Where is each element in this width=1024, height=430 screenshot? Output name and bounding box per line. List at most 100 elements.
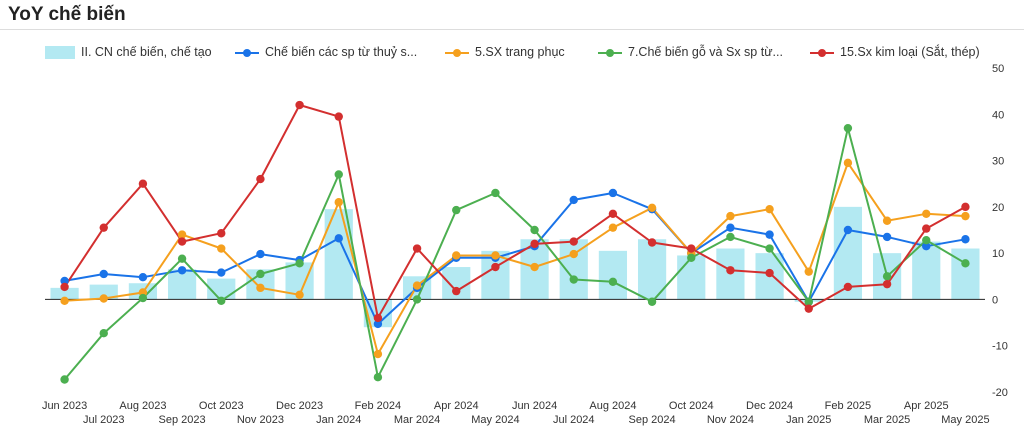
point-metal-6[interactable] <box>295 100 304 110</box>
point-seafood-23[interactable] <box>961 235 970 244</box>
bar-23[interactable] <box>951 248 980 300</box>
point-garment-17[interactable] <box>726 211 735 221</box>
point-seafood-0[interactable] <box>60 276 69 286</box>
bar-14[interactable] <box>598 250 628 300</box>
point-wood-23[interactable] <box>961 259 970 268</box>
point-garment-23[interactable] <box>961 211 970 221</box>
point-garment-0[interactable] <box>60 296 69 306</box>
point-garment-3[interactable] <box>177 230 187 239</box>
point-seafood-22[interactable] <box>922 242 931 251</box>
point-garment-1[interactable] <box>99 294 108 303</box>
point-metal-17[interactable] <box>726 266 735 275</box>
point-metal-22[interactable] <box>922 224 931 233</box>
point-metal-16[interactable] <box>687 244 696 253</box>
point-metal-4[interactable] <box>217 229 226 238</box>
point-seafood-7[interactable] <box>334 234 343 243</box>
point-metal-23[interactable] <box>961 202 970 212</box>
point-wood-6[interactable] <box>295 259 304 268</box>
point-metal-11[interactable] <box>491 262 500 272</box>
point-metal-7[interactable] <box>334 112 343 121</box>
x-tick-label: Oct 2024 <box>669 400 714 412</box>
point-seafood-18[interactable] <box>765 230 774 239</box>
point-seafood-14[interactable] <box>608 188 618 198</box>
point-wood-10[interactable] <box>452 205 461 215</box>
point-metal-8[interactable] <box>373 313 383 323</box>
bar-22[interactable] <box>912 241 941 300</box>
point-garment-13[interactable] <box>569 249 578 259</box>
bar-16[interactable] <box>677 255 706 300</box>
point-metal-15[interactable] <box>647 238 657 247</box>
point-wood-20[interactable] <box>843 123 853 133</box>
point-metal-14[interactable] <box>608 209 618 218</box>
point-metal-5[interactable] <box>256 174 265 184</box>
x-tick-label: Apr 2024 <box>434 400 479 412</box>
point-garment-21[interactable] <box>882 216 892 225</box>
point-wood-16[interactable] <box>687 253 696 262</box>
point-metal-0[interactable] <box>60 282 69 292</box>
point-metal-20[interactable] <box>843 282 853 292</box>
point-seafood-4[interactable] <box>217 268 226 277</box>
point-garment-14[interactable] <box>608 223 618 232</box>
point-metal-10[interactable] <box>452 286 461 296</box>
point-wood-22[interactable] <box>922 235 931 245</box>
point-garment-18[interactable] <box>765 204 774 214</box>
point-metal-18[interactable] <box>765 268 774 278</box>
point-seafood-20[interactable] <box>843 225 853 235</box>
point-seafood-5[interactable] <box>256 249 265 259</box>
point-garment-10[interactable] <box>452 251 461 260</box>
bar-13[interactable] <box>559 239 588 300</box>
point-garment-5[interactable] <box>256 283 265 293</box>
point-wood-9[interactable] <box>412 295 422 304</box>
point-garment-6[interactable] <box>295 290 304 299</box>
point-garment-12[interactable] <box>530 262 539 272</box>
point-wood-1[interactable] <box>99 329 108 338</box>
point-wood-13[interactable] <box>569 275 578 284</box>
point-wood-8[interactable] <box>373 372 383 382</box>
point-seafood-17[interactable] <box>726 223 735 232</box>
point-wood-5[interactable] <box>256 269 265 279</box>
x-tick-label: Mar 2025 <box>864 414 910 426</box>
point-garment-11[interactable] <box>491 251 500 260</box>
point-metal-21[interactable] <box>882 279 892 289</box>
point-metal-19[interactable] <box>804 304 813 313</box>
point-metal-2[interactable] <box>138 179 148 188</box>
bar-15[interactable] <box>637 239 667 300</box>
point-metal-1[interactable] <box>99 223 108 232</box>
point-wood-4[interactable] <box>217 296 226 306</box>
x-tick-label: Feb 2024 <box>355 400 401 412</box>
point-wood-0[interactable] <box>60 375 69 384</box>
point-garment-7[interactable] <box>334 198 343 207</box>
point-wood-7[interactable] <box>334 170 343 179</box>
point-seafood-21[interactable] <box>882 232 892 242</box>
point-wood-18[interactable] <box>765 244 774 253</box>
point-seafood-8[interactable] <box>373 319 383 329</box>
point-seafood-1[interactable] <box>99 269 108 279</box>
bar-0[interactable] <box>50 287 79 300</box>
point-seafood-13[interactable] <box>569 195 578 205</box>
point-wood-15[interactable] <box>647 297 657 306</box>
point-metal-12[interactable] <box>530 239 539 249</box>
x-tick-label: Jan 2025 <box>786 414 831 426</box>
point-wood-17[interactable] <box>726 232 735 242</box>
point-wood-2[interactable] <box>138 293 148 303</box>
point-garment-8[interactable] <box>373 349 383 359</box>
point-garment-20[interactable] <box>843 158 853 168</box>
bar-1[interactable] <box>89 284 118 300</box>
point-wood-11[interactable] <box>491 188 500 198</box>
point-seafood-3[interactable] <box>177 266 187 275</box>
point-wood-14[interactable] <box>608 277 618 287</box>
point-wood-21[interactable] <box>882 272 892 281</box>
point-garment-4[interactable] <box>217 244 226 253</box>
point-garment-19[interactable] <box>804 267 813 276</box>
point-garment-15[interactable] <box>647 203 657 212</box>
point-garment-9[interactable] <box>412 281 422 290</box>
point-garment-22[interactable] <box>922 209 931 218</box>
point-wood-19[interactable] <box>804 297 813 306</box>
point-wood-3[interactable] <box>177 254 187 263</box>
series-line-seafood <box>64 192 966 325</box>
point-seafood-2[interactable] <box>138 273 148 282</box>
point-wood-12[interactable] <box>530 225 539 235</box>
point-metal-9[interactable] <box>412 244 422 253</box>
point-metal-3[interactable] <box>177 237 187 246</box>
point-metal-13[interactable] <box>569 237 578 246</box>
